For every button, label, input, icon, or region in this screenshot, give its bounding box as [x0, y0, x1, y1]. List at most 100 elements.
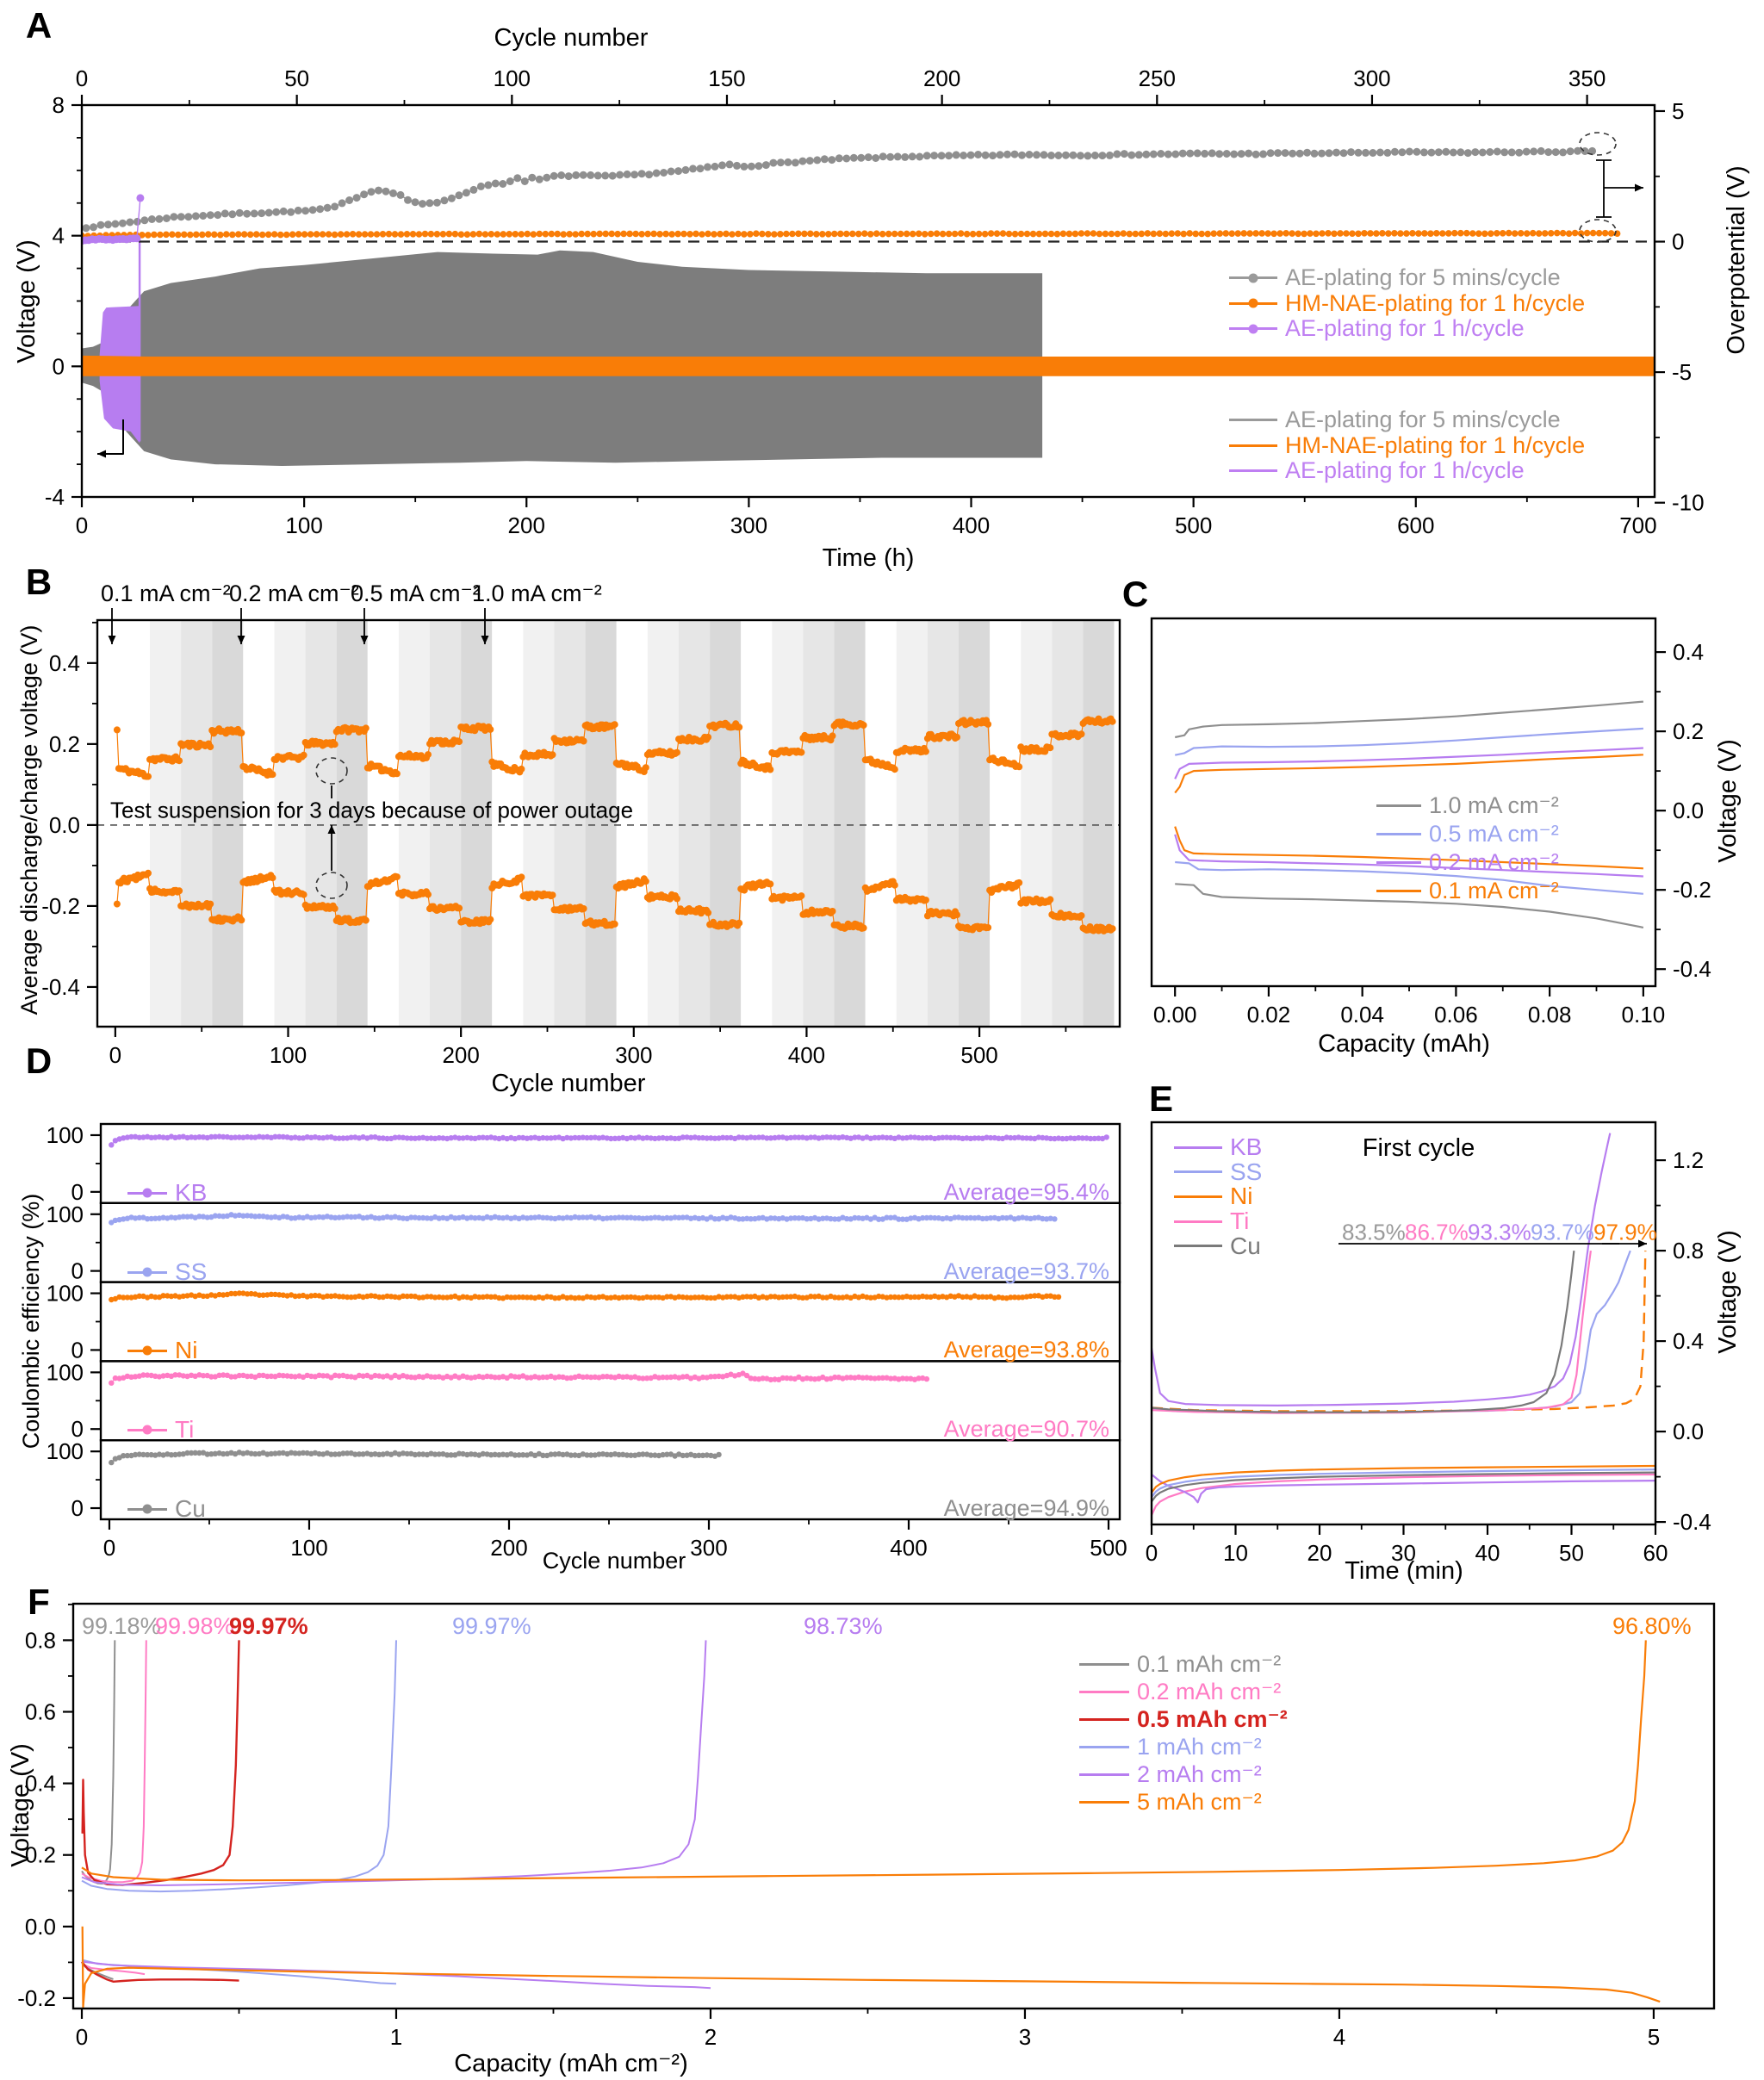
data-point [531, 1214, 538, 1220]
data-point [1295, 230, 1301, 238]
data-point [188, 1450, 195, 1456]
data-point [1354, 148, 1363, 157]
rate-stripe [772, 620, 804, 1027]
data-point [331, 231, 339, 239]
rate-stripe [336, 620, 368, 1027]
data-point [660, 1215, 666, 1221]
data-point [352, 1214, 358, 1220]
data-point [340, 1294, 346, 1300]
data-point [1028, 1215, 1034, 1222]
data-point [760, 1375, 766, 1381]
data-point [642, 764, 649, 772]
tick-label: 0.02 [1247, 1002, 1291, 1028]
data-point [176, 887, 183, 895]
data-point [720, 1134, 726, 1141]
rate-stripe [367, 620, 399, 1027]
data-point [1079, 1135, 1086, 1141]
data-point [828, 1134, 834, 1140]
data-point [252, 1214, 258, 1220]
data-point [648, 1452, 654, 1458]
data-point [451, 230, 459, 238]
data-point [1040, 1134, 1046, 1141]
data-point [1499, 230, 1506, 237]
data-point [767, 880, 774, 888]
rate-stripe [678, 620, 711, 1027]
data-point [1577, 230, 1585, 237]
data-point [280, 1133, 286, 1140]
data-point [1047, 1215, 1053, 1221]
data-point [628, 1214, 634, 1220]
data-point [184, 1214, 190, 1220]
data-point [743, 1215, 750, 1222]
data-point [264, 208, 273, 217]
data-point [492, 1451, 498, 1458]
data-point [736, 919, 743, 927]
data-point [974, 151, 983, 158]
data-point [191, 212, 200, 220]
data-point [705, 909, 712, 916]
data-point [587, 1452, 594, 1458]
data-point [1005, 230, 1013, 238]
data-point [798, 748, 805, 756]
data-point [416, 1214, 422, 1221]
tick-label: 300 [730, 512, 767, 538]
plot-area [1174, 700, 1644, 928]
data-point [362, 724, 370, 732]
data-point [1047, 744, 1054, 752]
tick-label: 10 [1223, 1540, 1248, 1566]
data-point [508, 1295, 514, 1301]
data-point [1486, 148, 1494, 156]
data-point [927, 230, 935, 238]
data-point [584, 1134, 590, 1141]
data-point [412, 1214, 419, 1220]
data-point [217, 231, 224, 239]
data-point [132, 1451, 139, 1458]
data-point [1102, 230, 1109, 238]
data-point [993, 230, 1001, 238]
data-point [488, 1452, 494, 1458]
data-point [415, 231, 423, 238]
data-point [385, 230, 393, 238]
data-point [748, 1294, 754, 1300]
ss-discharge-line [1152, 1468, 1655, 1498]
data-point [767, 1215, 774, 1221]
tick-label: 0 [103, 1535, 115, 1561]
data-point [1032, 1214, 1038, 1221]
data-point [1028, 1135, 1034, 1141]
data-point [235, 231, 242, 238]
data-point [316, 1134, 322, 1141]
tick-label: 0.04 [1340, 1002, 1384, 1028]
plot-border [1150, 617, 1657, 988]
data-point [228, 210, 237, 219]
data-point [113, 900, 121, 908]
data-point [920, 1214, 926, 1221]
data-point [579, 171, 587, 179]
data-point [344, 1450, 351, 1456]
data-point [832, 1216, 838, 1222]
data-point [804, 1216, 810, 1222]
data-point [456, 738, 463, 746]
data-point [987, 1134, 994, 1141]
data-point [382, 187, 390, 196]
data-point [711, 1135, 718, 1141]
data-point [292, 1374, 298, 1380]
data-point [472, 1451, 478, 1457]
data-point [548, 230, 556, 238]
data-point [520, 1294, 526, 1301]
data-point [176, 757, 183, 765]
arrow-head [1635, 183, 1643, 192]
data-point [620, 1214, 626, 1220]
data-point [967, 1214, 974, 1221]
tick-label: 400 [788, 1042, 825, 1068]
data-point [424, 1135, 431, 1141]
data-point [294, 206, 302, 214]
data-point [1067, 1135, 1074, 1141]
data-point [740, 1294, 746, 1301]
data-point [823, 1134, 830, 1140]
tick-label: -0.2 [41, 893, 80, 919]
data-point [741, 231, 748, 238]
data-point [792, 1215, 798, 1221]
data-point [1601, 229, 1609, 237]
data-point [506, 177, 514, 185]
